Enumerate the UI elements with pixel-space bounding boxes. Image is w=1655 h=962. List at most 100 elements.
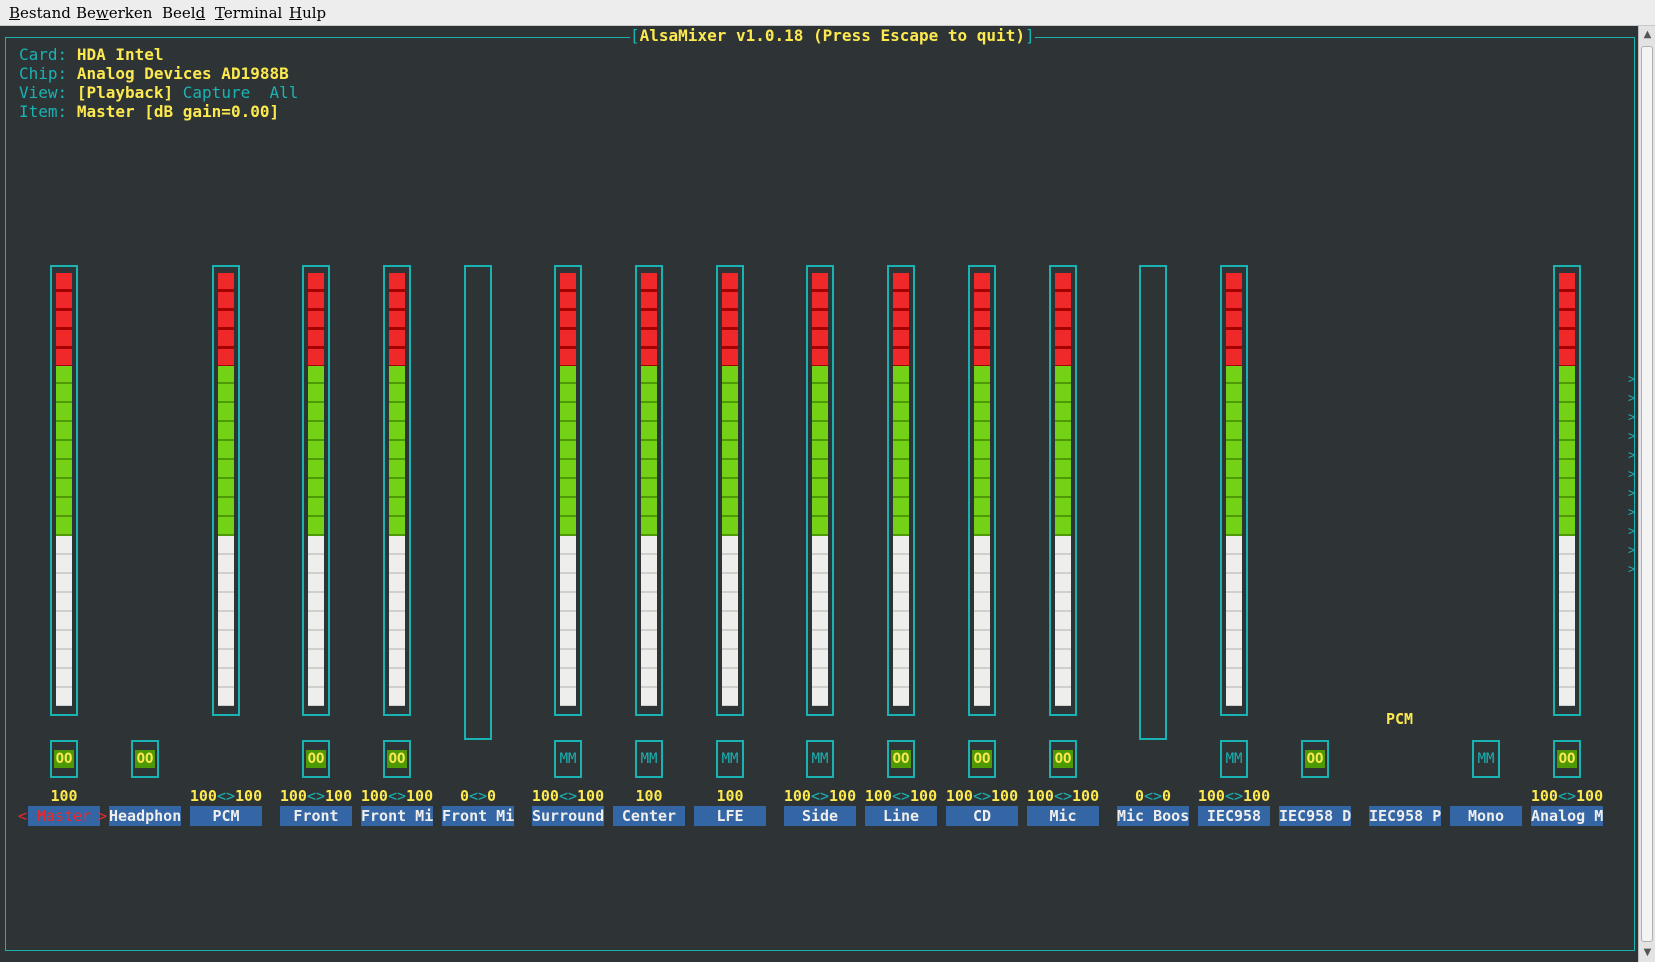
volume-value: 100<>100 <box>1026 787 1100 805</box>
mute-switch[interactable]: OO <box>131 740 159 778</box>
volume-slider[interactable] <box>1049 265 1077 716</box>
volume-slider[interactable] <box>1553 265 1581 716</box>
volume-level-red <box>812 273 828 366</box>
mute-switch[interactable]: OO <box>1553 740 1581 778</box>
terminal-scrollbar[interactable]: ▲ ▼ <box>1638 26 1655 962</box>
volume-value: 100 <box>50 787 78 805</box>
channel-name[interactable]: Front <box>280 806 352 826</box>
menu-beeld[interactable]: Beeld <box>162 4 206 22</box>
mute-switch-label: OO <box>387 750 407 768</box>
volume-value: 100<>100 <box>531 787 605 805</box>
scroll-thumb[interactable] <box>1641 46 1653 942</box>
volume-level-white <box>218 536 234 706</box>
mute-switch-label: MM <box>639 750 659 768</box>
mute-switch-label: OO <box>1305 750 1325 768</box>
volume-slider[interactable] <box>1139 265 1167 740</box>
view-info: View: [Playback] Capture All <box>19 83 299 102</box>
volume-slider[interactable] <box>887 265 915 716</box>
scroll-up-arrow-icon[interactable]: ▲ <box>1643 29 1652 40</box>
channel-name[interactable]: Surround <box>532 806 604 826</box>
channel-name[interactable]: Headphon <box>109 806 181 826</box>
volume-value: 100<>100 <box>1530 787 1604 805</box>
channel-name[interactable]: Side <box>784 806 856 826</box>
volume-slider[interactable] <box>554 265 582 716</box>
volume-value: 100<>100 <box>864 787 938 805</box>
mute-switch[interactable]: OO <box>302 740 330 778</box>
volume-value: 100<>100 <box>1197 787 1271 805</box>
volume-level-red <box>974 273 990 366</box>
volume-level-green <box>722 346 738 536</box>
menu-bewerken[interactable]: Bewerken <box>76 4 153 22</box>
volume-level-green <box>812 346 828 536</box>
volume-slider[interactable] <box>212 265 240 716</box>
mute-switch-label: OO <box>306 750 326 768</box>
menubar: Bestand Bewerken Beeld Terminal Hulp <box>0 0 1655 26</box>
mute-switch-label: OO <box>54 750 74 768</box>
mute-switch[interactable]: MM <box>554 740 582 778</box>
scroll-down-arrow-icon[interactable]: ▼ <box>1643 947 1652 958</box>
volume-slider[interactable] <box>635 265 663 716</box>
volume-level-white <box>641 536 657 706</box>
mute-switch[interactable]: OO <box>968 740 996 778</box>
channel-name[interactable]: LFE <box>694 806 766 826</box>
mute-switch[interactable]: MM <box>635 740 663 778</box>
mute-switch[interactable]: OO <box>1301 740 1329 778</box>
mute-switch[interactable]: MM <box>1220 740 1248 778</box>
volume-slider[interactable] <box>806 265 834 716</box>
channel-name[interactable]: PCM <box>190 806 262 826</box>
volume-level-white <box>1226 536 1242 706</box>
volume-slider[interactable] <box>302 265 330 716</box>
mute-switch[interactable]: OO <box>50 740 78 778</box>
channel-name[interactable]: IEC958 <box>1198 806 1270 826</box>
volume-slider[interactable] <box>464 265 492 740</box>
channel-name[interactable]: Mic <box>1027 806 1099 826</box>
channel-name[interactable]: Master <box>28 806 100 826</box>
channel-name[interactable]: CD <box>946 806 1018 826</box>
menu-hulp[interactable]: Hulp <box>289 4 327 22</box>
volume-value: 0<>0 <box>459 787 497 805</box>
volume-level-green <box>641 346 657 536</box>
view-all[interactable]: All <box>269 83 299 102</box>
channel-name[interactable]: IEC958 D <box>1279 806 1351 826</box>
channel-name[interactable]: Analog M <box>1531 806 1603 826</box>
volume-level-green <box>1226 346 1242 536</box>
mute-switch[interactable]: MM <box>1472 740 1500 778</box>
mute-switch[interactable]: OO <box>887 740 915 778</box>
mute-switch-label: OO <box>891 750 911 768</box>
mute-switch[interactable]: MM <box>716 740 744 778</box>
volume-slider[interactable] <box>1220 265 1248 716</box>
mute-switch[interactable]: MM <box>806 740 834 778</box>
volume-level-red <box>218 273 234 366</box>
channel-name[interactable]: IEC958 P <box>1369 806 1441 826</box>
volume-value: 100<>100 <box>279 787 353 805</box>
volume-level-white <box>722 536 738 706</box>
menu-terminal[interactable]: Terminal <box>215 4 283 22</box>
menu-bestand[interactable]: Bestand <box>9 4 71 22</box>
channel-name[interactable]: Front Mi <box>361 806 433 826</box>
volume-level-green <box>974 346 990 536</box>
card-info: Card: HDA Intel <box>19 45 164 64</box>
volume-slider[interactable] <box>716 265 744 716</box>
volume-slider[interactable] <box>50 265 78 716</box>
volume-level-white <box>56 536 72 706</box>
channel-name[interactable]: Center <box>613 806 685 826</box>
volume-level-green <box>1559 346 1575 536</box>
mute-switch-label: OO <box>1557 750 1577 768</box>
channel-name[interactable]: Mic Boos <box>1117 806 1189 826</box>
volume-value: 100 <box>716 787 744 805</box>
mute-switch[interactable]: OO <box>1049 740 1077 778</box>
channel-name[interactable]: Mono <box>1450 806 1522 826</box>
channel-name[interactable]: Front Mi <box>442 806 514 826</box>
view-playback[interactable]: [Playback] <box>76 83 174 102</box>
terminal-area[interactable]: [AlsaMixer v1.0.18 (Press Escape to quit… <box>0 26 1638 962</box>
channel-name[interactable]: Line <box>865 806 937 826</box>
volume-value: 0<>0 <box>1134 787 1172 805</box>
mute-switch[interactable]: OO <box>383 740 411 778</box>
volume-value: 100<>100 <box>945 787 1019 805</box>
volume-slider[interactable] <box>968 265 996 716</box>
volume-slider[interactable] <box>383 265 411 716</box>
view-capture[interactable]: Capture <box>182 83 251 102</box>
volume-level-red <box>893 273 909 366</box>
volume-level-red <box>641 273 657 366</box>
volume-level-green <box>218 346 234 536</box>
